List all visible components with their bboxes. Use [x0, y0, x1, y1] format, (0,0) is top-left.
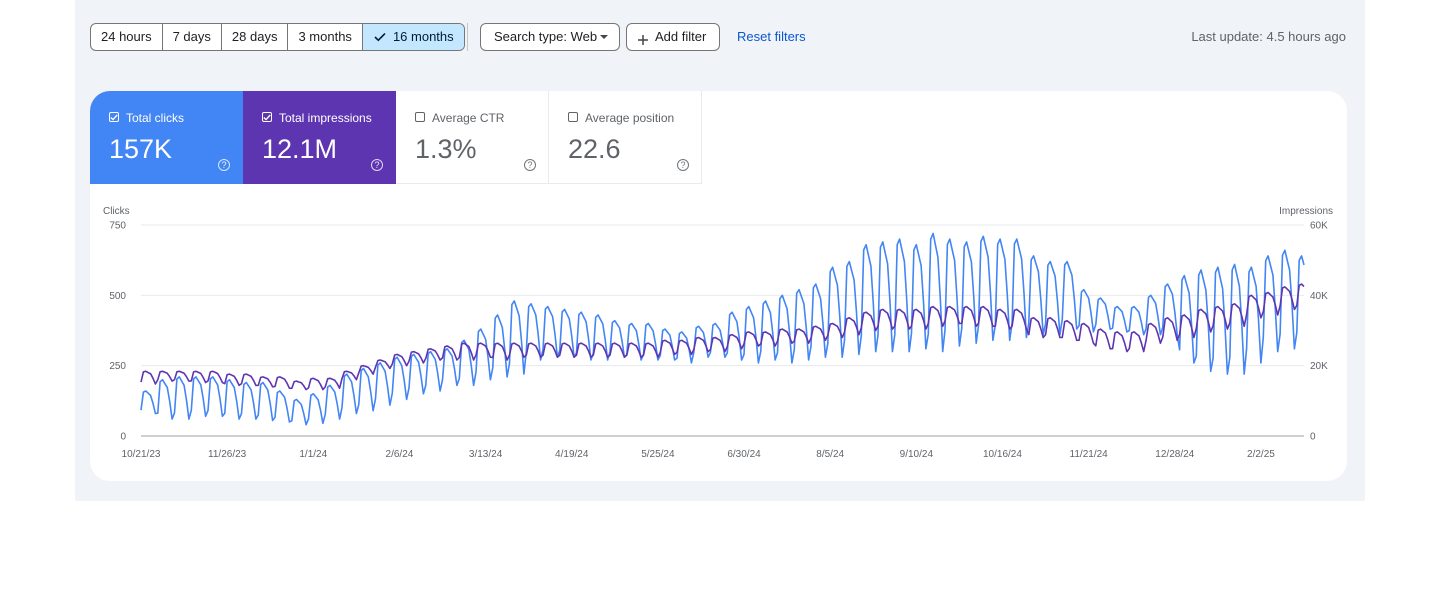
x-axis-tick-label: 6/30/24 [727, 449, 761, 460]
series-line-clicks [140, 232, 1305, 426]
right-axis-tick-label: 20K [1310, 361, 1328, 372]
metric-total-impressions[interactable]: Total impressions 12.1M ? [243, 91, 396, 184]
x-axis-tick-label: 2/6/24 [386, 449, 414, 460]
search-type-dropdown[interactable]: Search type: Web [480, 23, 620, 51]
metric-value: 157K [109, 134, 173, 164]
x-axis-tick-label: 8/5/24 [816, 449, 844, 460]
search-type-label: Search type: Web [494, 29, 598, 44]
x-axis-tick-label: 11/21/24 [1070, 449, 1109, 460]
x-axis-tick-label: 3/13/24 [469, 449, 503, 460]
range-7-days[interactable]: 7 days [163, 24, 222, 50]
checkbox-unchecked-icon [415, 112, 425, 122]
last-update-text: Last update: 4.5 hours ago [1191, 29, 1346, 44]
left-axis-tick-label: 500 [109, 291, 126, 302]
right-axis-tick-label: 60K [1310, 221, 1328, 232]
checkbox-checked-icon [262, 112, 272, 122]
x-axis-tick-label: 12/28/24 [1155, 449, 1194, 460]
metric-value: 12.1M [262, 134, 338, 164]
range-16-months-label: 16 months [392, 29, 454, 44]
left-axis-tick-label: 250 [109, 361, 126, 372]
metric-average-position[interactable]: Average position 22.6 ? [549, 91, 702, 184]
reset-filters-link[interactable]: Reset filters [737, 29, 806, 44]
metric-value: 22.6 [568, 134, 621, 164]
x-axis-tick-label: 10/16/24 [983, 449, 1022, 460]
right-axis-title: Impressions [1279, 206, 1333, 217]
help-icon[interactable]: ? [218, 159, 230, 171]
metric-label: Average CTR [432, 111, 505, 125]
range-28-days[interactable]: 28 days [222, 24, 289, 50]
x-axis-tick-label: 1/1/24 [299, 449, 327, 460]
toolbar-divider [467, 23, 468, 51]
x-axis-tick-label: 11/26/23 [208, 449, 247, 460]
x-axis-tick-label: 9/10/24 [900, 449, 934, 460]
date-filter-toolbar: 24 hours 7 days 28 days 3 months 16 mont… [90, 23, 1350, 51]
metric-average-ctr[interactable]: Average CTR 1.3% ? [396, 91, 549, 184]
metric-label: Total impressions [279, 111, 372, 125]
performance-line-chart[interactable]: 0 250 500 750 0 20K 40K 60K Clicks Impressions 10/… [90, 91, 1347, 481]
metric-label: Total clicks [126, 111, 185, 125]
left-axis-title: Clicks [103, 206, 130, 217]
right-axis-tick-label: 40K [1310, 291, 1328, 302]
metric-value: 1.3% [415, 134, 477, 164]
range-24-hours[interactable]: 24 hours [91, 24, 163, 50]
date-range-selector: 24 hours 7 days 28 days 3 months 16 mont… [90, 23, 465, 51]
help-icon[interactable]: ? [524, 159, 536, 171]
x-axis-tick-label: 4/19/24 [555, 449, 589, 460]
checkbox-checked-icon [109, 112, 119, 122]
add-filter-label: Add filter [655, 29, 707, 44]
range-3-months[interactable]: 3 months [288, 24, 363, 50]
left-axis-tick-label: 750 [109, 221, 126, 232]
range-16-months[interactable]: 16 months [362, 24, 464, 50]
performance-chart-card: Total clicks 157K ? Total impressions 12… [90, 91, 1347, 481]
x-axis-tick-label: 2/2/25 [1247, 449, 1275, 460]
help-icon[interactable]: ? [371, 159, 383, 171]
metric-total-clicks[interactable]: Total clicks 157K ? [90, 91, 243, 184]
checkbox-unchecked-icon [568, 112, 578, 122]
help-icon[interactable]: ? [677, 159, 689, 171]
x-axis-tick-label: 5/25/24 [641, 449, 675, 460]
caret-down-icon [600, 35, 608, 39]
check-icon [374, 25, 386, 50]
left-axis-tick-label: 0 [120, 432, 126, 443]
series-line-impressions [140, 283, 1305, 391]
plus-icon [636, 30, 650, 56]
metric-label: Average position [585, 111, 675, 125]
add-filter-button[interactable]: Add filter [626, 23, 720, 51]
x-axis-tick-label: 10/21/23 [122, 449, 161, 460]
right-axis-tick-label: 0 [1310, 432, 1316, 443]
performance-panel: 24 hours 7 days 28 days 3 months 16 mont… [75, 0, 1365, 501]
